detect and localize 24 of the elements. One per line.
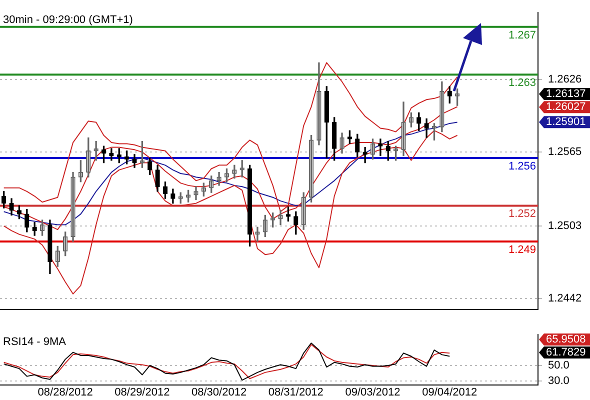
- y-tick-label: 50.0: [548, 360, 570, 372]
- x-tick-label: 09/03/2012: [345, 386, 400, 398]
- ref-line-label: 1.267: [508, 29, 536, 42]
- y-tick-label: 1.2565: [548, 146, 582, 158]
- ref-line-label: 1.263: [508, 77, 536, 90]
- x-tick-label: 08/31/2012: [268, 386, 324, 398]
- y-tick-label: 1.2503: [548, 220, 582, 232]
- chart-title: 30min - 09:29:00 (GMT+1): [3, 14, 133, 26]
- text: 61.7829: [546, 346, 586, 359]
- ref-line-label: 1.252: [508, 208, 536, 220]
- x-tick-label: 09/04/2012: [422, 386, 478, 398]
- x-tick-label: 08/30/2012: [192, 386, 247, 398]
- chart-title: RSI14 - 9MA: [3, 336, 67, 348]
- text: 1.26027: [546, 101, 586, 114]
- ref-line-label: 1.249: [508, 244, 536, 256]
- y-tick-label: 1.2626: [548, 73, 582, 86]
- text: 1.26137: [546, 88, 586, 100]
- text: 65.9508: [546, 334, 586, 346]
- y-tick-label: 1.2442: [548, 292, 582, 305]
- y-tick-label: 30.0: [548, 374, 570, 387]
- x-tick-label: 08/28/2012: [38, 386, 93, 398]
- x-tick-label: 08/29/2012: [114, 386, 170, 398]
- ref-line-label: 1.256: [508, 160, 536, 173]
- text: 1.25901: [546, 116, 586, 128]
